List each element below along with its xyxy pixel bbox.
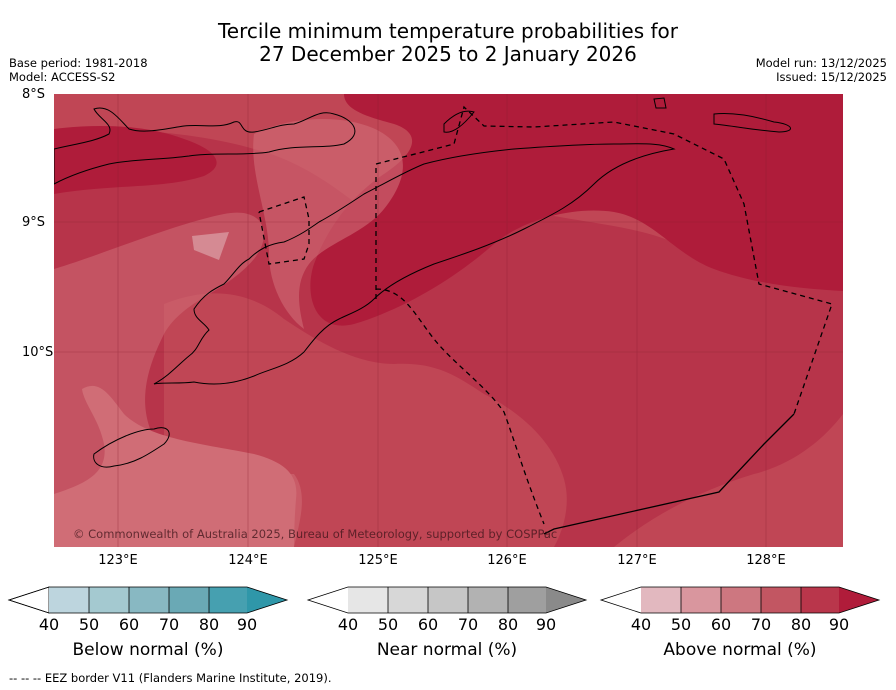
colorbar-near-segment-4	[468, 587, 508, 613]
above-normal-label: Above normal (%)	[663, 640, 817, 660]
below-normal-label: Below normal (%)	[72, 640, 224, 660]
copyright-text: © Commonwealth of Australia 2025, Bureau…	[73, 527, 558, 541]
colorbar-above-segment-4	[761, 587, 801, 613]
graticule	[54, 94, 843, 547]
colorbar-above-segment-2	[681, 587, 721, 613]
meta-right: Model run: 13/12/2025 Issued: 15/12/2025	[756, 56, 887, 84]
colorbar-near-segment-3	[428, 587, 468, 613]
colorbar-above-outline	[599, 586, 881, 614]
above-tick-50: 50	[670, 615, 692, 634]
colorbar-above-extend-left	[601, 587, 641, 613]
field-90-east	[310, 94, 843, 326]
title-line-1: Tercile minimum temperature probabilitie…	[217, 19, 679, 43]
model-text: Model: ACCESS-S2	[9, 70, 116, 84]
colorbar-below-segment-4	[169, 587, 209, 613]
maritime-boundary	[543, 413, 795, 535]
field-light-patch	[192, 232, 229, 260]
near-tick-50: 50	[377, 615, 399, 634]
lat-label-10s: 10°S	[22, 345, 54, 360]
above-tick-90: 90	[828, 615, 850, 634]
issued-text: Issued: 15/12/2025	[776, 70, 887, 84]
below-tick-50: 50	[78, 615, 100, 634]
below-tick-90: 90	[236, 615, 258, 634]
below-tick-80: 80	[198, 615, 220, 634]
above-tick-40: 40	[630, 615, 652, 634]
colorbar-near-segment-2	[388, 587, 428, 613]
near-normal-label: Near normal (%)	[376, 640, 518, 660]
map-svg	[54, 94, 843, 547]
colorbar-below	[7, 586, 289, 614]
field-70-80-southeast	[614, 414, 843, 547]
lat-label-9s: 9°S	[22, 215, 46, 230]
colorbar-near-segment-1	[348, 587, 388, 613]
colorbar-near-segment-5	[508, 587, 546, 613]
colorbar-below-segment-1	[49, 587, 89, 613]
above-tick-60: 60	[710, 615, 732, 634]
lat-label-8s: 8°S	[22, 87, 46, 102]
near-tick-90: 90	[535, 615, 557, 634]
meta-left: Base period: 1981-2018 Model: ACCESS-S2	[9, 56, 148, 84]
flores-coastline	[54, 107, 356, 185]
lon-label-123e: 123°E	[98, 553, 138, 568]
rote-coastline	[93, 427, 170, 468]
colorbar-below-extend-right	[247, 587, 287, 613]
alor-coastline	[443, 110, 475, 133]
eez-footnote: -- -- -- EEZ border V11 (Flanders Marine…	[9, 671, 332, 685]
near-tick-80: 80	[497, 615, 519, 634]
colorbar-above-extend-right	[839, 587, 879, 613]
near-tick-40: 40	[337, 615, 359, 634]
lon-label-124e: 124°E	[228, 553, 268, 568]
below-tick-40: 40	[38, 615, 60, 634]
colorbar-below-segment-5	[209, 587, 247, 613]
colorbar-below-segment-3	[129, 587, 169, 613]
field-60-70-north	[253, 119, 403, 329]
islet-coastline	[653, 97, 667, 109]
timor-coastline	[153, 143, 676, 385]
below-tick-60: 60	[118, 615, 140, 634]
colorbar-near-extend-right	[546, 587, 586, 613]
below-tick-70: 70	[158, 615, 180, 634]
lon-label-127e: 127°E	[617, 553, 657, 568]
near-tick-70: 70	[457, 615, 479, 634]
colorbar-above-segment-1	[641, 587, 681, 613]
lon-label-128e: 128°E	[746, 553, 786, 568]
chart-title: Tercile minimum temperature probabilitie…	[0, 20, 896, 66]
colorbar-near-outline	[306, 586, 588, 614]
colorbar-below-outline	[7, 586, 289, 614]
colorbar-above	[599, 586, 881, 614]
colorbar-below-segment-2	[89, 587, 129, 613]
colorbars	[7, 586, 881, 614]
base-period-text: Base period: 1981-2018	[9, 56, 148, 70]
field-90-northwest	[54, 126, 217, 194]
colorbar-above-segment-3	[721, 587, 761, 613]
title-line-2: 27 December 2025 to 2 January 2026	[259, 42, 637, 66]
above-tick-70: 70	[750, 615, 772, 634]
colorbar-above-segment-5	[801, 587, 839, 613]
lon-label-125e: 125°E	[358, 553, 398, 568]
near-tick-60: 60	[417, 615, 439, 634]
colorbar-near-extend-left	[308, 587, 348, 613]
field-60-70-southwest	[54, 385, 297, 547]
eez-border	[258, 105, 833, 525]
above-tick-80: 80	[790, 615, 812, 634]
lon-label-126e: 126°E	[487, 553, 527, 568]
probability-map[interactable]	[54, 94, 843, 547]
wetar-coastline	[713, 113, 791, 133]
model-run-text: Model run: 13/12/2025	[755, 56, 887, 70]
colorbar-below-extend-left	[7, 586, 50, 614]
colorbar-near	[306, 586, 588, 614]
